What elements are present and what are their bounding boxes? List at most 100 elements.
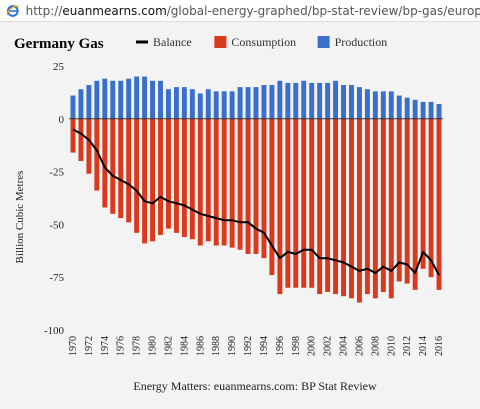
production-bar <box>428 101 434 119</box>
consumption-bar <box>253 118 259 254</box>
address-bar[interactable]: http://euanmearns.com/global-energy-grap… <box>0 0 480 22</box>
x-tick-label: 1980 <box>148 336 159 356</box>
y-tick-label: -50 <box>49 219 64 231</box>
consumption-bar <box>436 118 442 290</box>
x-tick-label: 2010 <box>386 336 397 356</box>
production-bar <box>277 80 283 119</box>
production-bar <box>404 97 410 119</box>
url-scheme: http:// <box>25 3 63 18</box>
consumption-bar <box>197 118 203 246</box>
production-bar <box>380 91 386 119</box>
x-tick-label: 1998 <box>291 336 302 356</box>
ie-icon <box>6 4 20 17</box>
production-bar <box>237 87 243 119</box>
production-bar <box>189 89 195 119</box>
legend-swatch-production <box>317 36 330 48</box>
consumption-bar <box>173 118 179 233</box>
consumption-bar <box>364 118 370 295</box>
consumption-bar <box>356 118 362 303</box>
x-tick-label: 1970 <box>68 336 79 356</box>
legend-label-consumption: Consumption <box>231 35 296 49</box>
consumption-bar <box>317 118 323 295</box>
consumption-bar <box>94 118 100 191</box>
consumption-bar <box>420 118 426 269</box>
consumption-bar <box>237 118 243 250</box>
production-bar <box>126 78 132 119</box>
legend-label-production: Production <box>335 35 388 49</box>
consumption-bar <box>229 118 235 248</box>
production-bar <box>269 85 275 119</box>
y-tick-label: 0 <box>59 114 65 126</box>
x-tick-label: 1988 <box>211 336 222 356</box>
y-axis-label: Billion Cubic Metres <box>14 171 26 264</box>
production-bar <box>349 85 354 119</box>
legend-label-balance: Balance <box>153 35 192 49</box>
production-bar <box>166 89 171 119</box>
consumption-bar <box>325 118 331 292</box>
x-tick-label: 1992 <box>243 336 254 356</box>
production-bar <box>229 91 235 119</box>
consumption-bar <box>261 118 267 259</box>
x-tick-label: 2004 <box>339 336 350 356</box>
x-tick-label: 2002 <box>323 336 334 356</box>
x-tick-label: 1982 <box>163 336 174 356</box>
production-bar <box>78 89 84 119</box>
chart-area: Germany Gas Balance Consumption Production… <box>0 22 480 409</box>
url-text[interactable]: http://euanmearns.com/global-energy-grap… <box>26 4 480 18</box>
production-bar <box>372 91 378 119</box>
consumption-bar <box>86 118 92 174</box>
x-tick-label: 2008 <box>370 336 381 356</box>
consumption-bar <box>205 118 211 242</box>
url-host: euanmearns.com <box>62 3 167 18</box>
y-tick-label: -75 <box>49 272 64 284</box>
production-bar <box>173 87 179 119</box>
chart-title: Germany Gas <box>14 36 104 52</box>
production-bar <box>356 87 362 119</box>
production-bar <box>158 80 163 119</box>
chart-footer: Energy Matters: euanmearns.com: BP Stat … <box>133 379 377 393</box>
consumption-bar <box>110 118 116 214</box>
consumption-bar <box>380 118 386 292</box>
consumption-bar <box>150 118 156 242</box>
url-path: /global-energy-graphed/bp-stat-review/bp… <box>166 3 480 18</box>
production-bar <box>436 104 442 119</box>
production-bar <box>325 82 331 119</box>
production-bar <box>253 87 259 119</box>
consumption-bar <box>134 118 140 233</box>
production-bar <box>205 89 211 119</box>
production-bar <box>213 91 219 119</box>
consumption-bar <box>412 118 418 290</box>
production-bar <box>110 80 116 119</box>
production-bar <box>364 89 370 119</box>
production-bar <box>245 87 251 119</box>
consumption-bar <box>142 118 148 244</box>
x-tick-label: 2000 <box>307 336 318 356</box>
legend: Balance Consumption Production <box>136 35 387 49</box>
production-bar <box>142 76 148 119</box>
production-bar <box>333 80 339 119</box>
consumption-bar <box>388 118 394 299</box>
production-bar <box>285 82 291 119</box>
consumption-bar <box>372 118 378 299</box>
consumption-bar <box>166 118 171 229</box>
x-tick-label: 1984 <box>179 336 190 356</box>
x-tick-label: 2012 <box>402 336 413 356</box>
x-tick-label: 1972 <box>84 336 95 356</box>
production-bar <box>309 82 315 119</box>
consumption-bar <box>285 118 291 288</box>
consumption-bar <box>301 118 307 288</box>
consumption-bar <box>158 118 163 235</box>
production-bar <box>317 82 323 119</box>
consumption-bar <box>404 118 410 284</box>
y-tick-label: 25 <box>53 61 65 73</box>
consumption-bar <box>293 118 299 288</box>
germany-gas-chart: Germany Gas Balance Consumption Production… <box>14 35 445 393</box>
consumption-bar <box>341 118 346 297</box>
consumption-bar <box>126 118 132 223</box>
balance-line <box>72 128 440 276</box>
x-tick-label: 2006 <box>354 336 365 356</box>
production-bar <box>118 80 124 119</box>
x-tick-label: 1986 <box>195 336 206 356</box>
production-bar <box>412 99 418 119</box>
